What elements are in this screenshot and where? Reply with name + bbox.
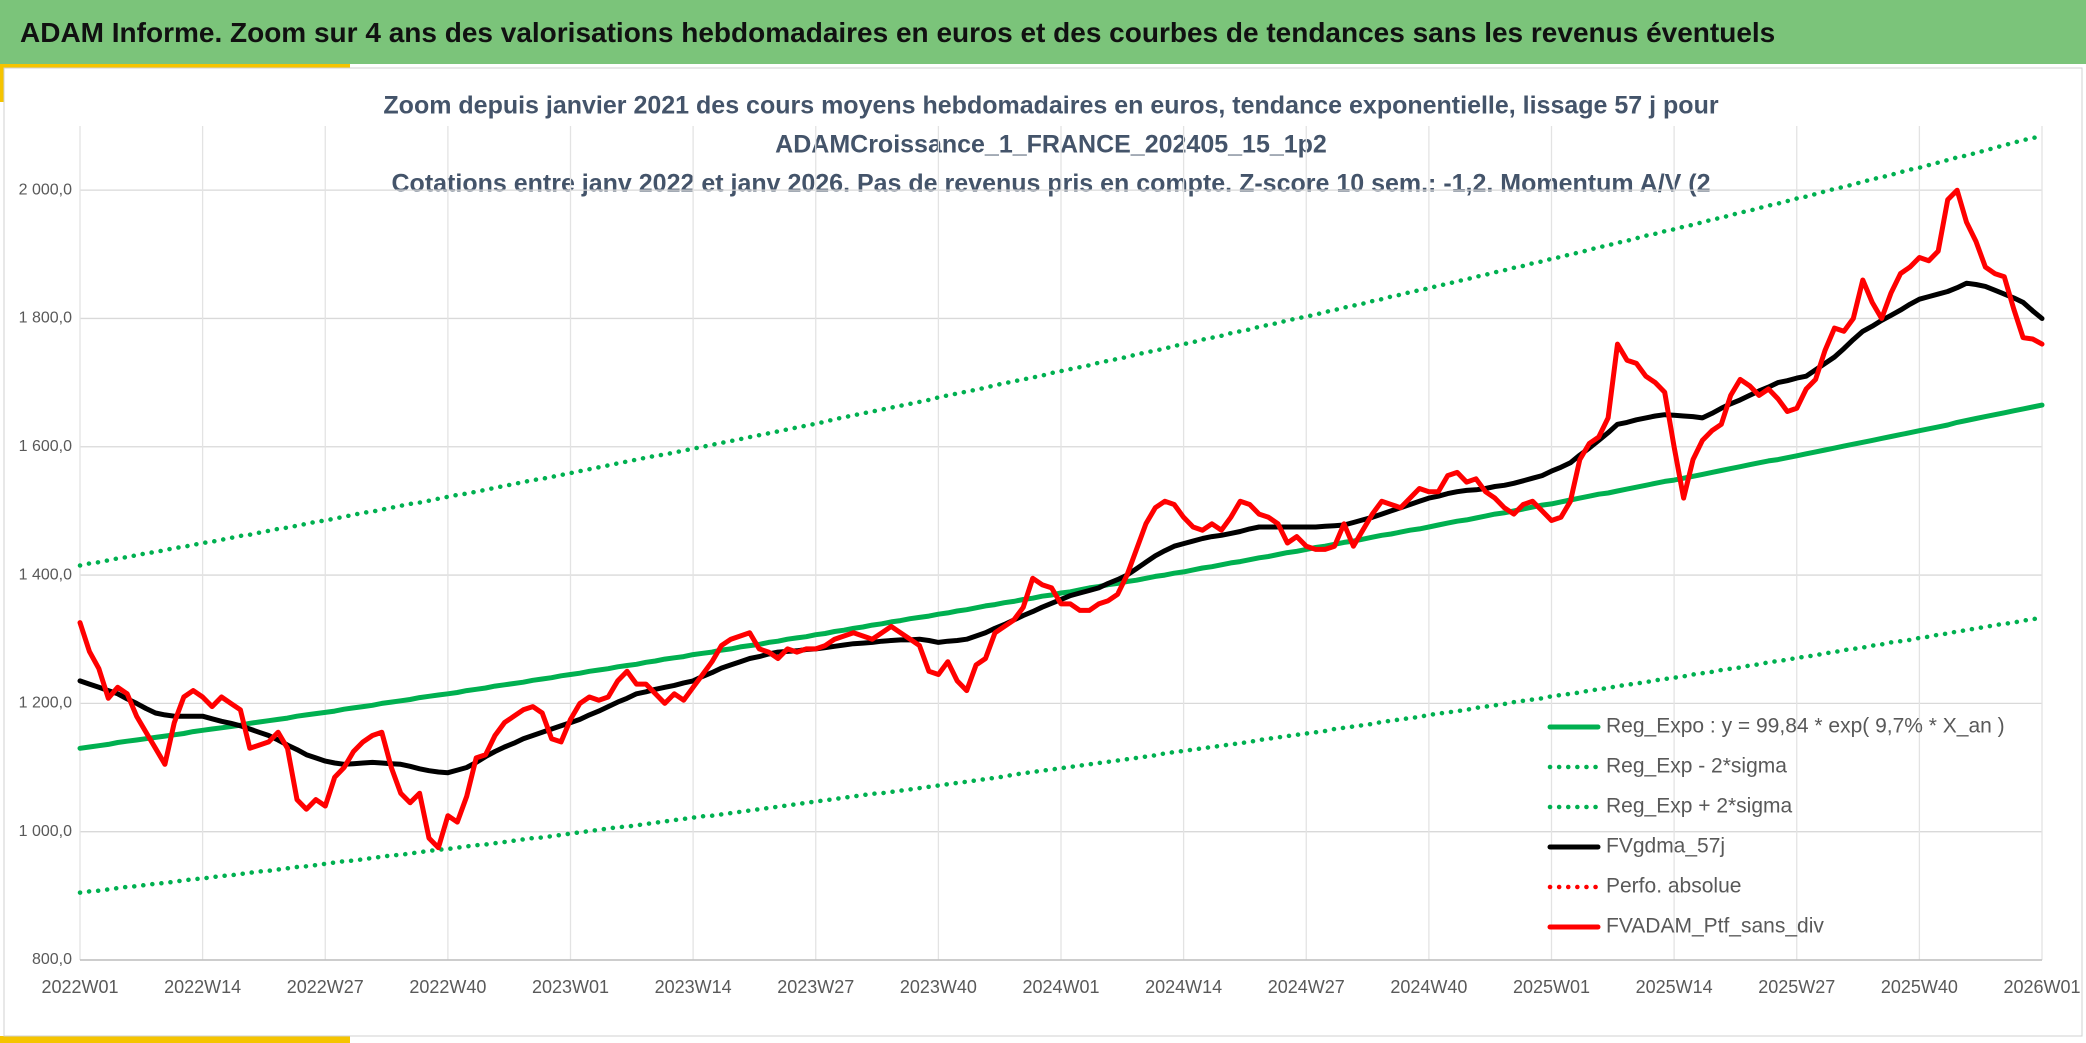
x-tick-label: 2022W14: [164, 977, 241, 997]
chart: Zoom depuis janvier 2021 des cours moyen…: [3, 67, 2083, 1037]
y-tick-label: 2 000,0: [19, 181, 72, 198]
y-tick-label: 800,0: [32, 951, 72, 968]
accent-bottom: [0, 1036, 350, 1043]
x-tick-label: 2024W27: [1268, 977, 1345, 997]
y-tick-label: 1 200,0: [19, 695, 72, 712]
x-tick-label: 2023W01: [532, 977, 609, 997]
header-bar: [0, 0, 2086, 64]
chart-title: Zoom depuis janvier 2021 des cours moyen…: [383, 92, 1718, 120]
x-tick-label: 2026W01: [2003, 977, 2080, 997]
x-tick-label: 2022W40: [409, 977, 486, 997]
legend: Reg_Expo : y = 99,84 * exp( 9,7% * X_an …: [1547, 715, 2005, 938]
x-tick-label: 2024W40: [1390, 977, 1467, 997]
x-tick-label: 2022W27: [287, 977, 364, 997]
legend-label: Reg_Exp - 2*sigma: [1606, 755, 1787, 778]
series-line: [77, 615, 2045, 895]
y-tick-label: 1 400,0: [19, 566, 72, 583]
accent-top: [0, 64, 350, 69]
chart-frame: [3, 67, 2083, 1037]
x-tick-label: 2023W27: [777, 977, 854, 997]
x-tick-label: 2023W14: [655, 977, 732, 997]
legend-label: FVADAM_Ptf_sans_div: [1606, 915, 1824, 938]
y-tick-label: 1 600,0: [19, 438, 72, 455]
series-line: [77, 187, 2045, 851]
series-line: [77, 402, 2045, 751]
header-title: ADAM Informe. Zoom sur 4 ans des valoris…: [20, 17, 1776, 48]
legend-label: Reg_Exp + 2*sigma: [1606, 795, 1793, 818]
x-tick-label: 2022W01: [41, 977, 118, 997]
legend-label: Perfo. absolue: [1606, 875, 1741, 898]
x-tick-label: 2025W27: [1758, 977, 1835, 997]
legend-label: Reg_Expo : y = 99,84 * exp( 9,7% * X_an …: [1606, 715, 2005, 738]
y-tick-label: 1 000,0: [19, 823, 72, 840]
y-tick-label: 1 800,0: [19, 310, 72, 327]
x-tick-label: 2024W01: [1022, 977, 1099, 997]
chart-title: Cotations entre janv 2022 et janv 2026. …: [392, 170, 1711, 198]
x-tick-label: 2024W14: [1145, 977, 1222, 997]
chart-title: ADAMCroissance_1_FRANCE_202405_15_1p2: [775, 131, 1327, 159]
x-tick-label: 2025W01: [1513, 977, 1590, 997]
series-line: [77, 133, 2045, 568]
x-tick-label: 2025W40: [1881, 977, 1958, 997]
legend-label: FVgdma_57j: [1606, 835, 1725, 858]
x-tick-label: 2023W40: [900, 977, 977, 997]
x-tick-label: 2025W14: [1636, 977, 1713, 997]
